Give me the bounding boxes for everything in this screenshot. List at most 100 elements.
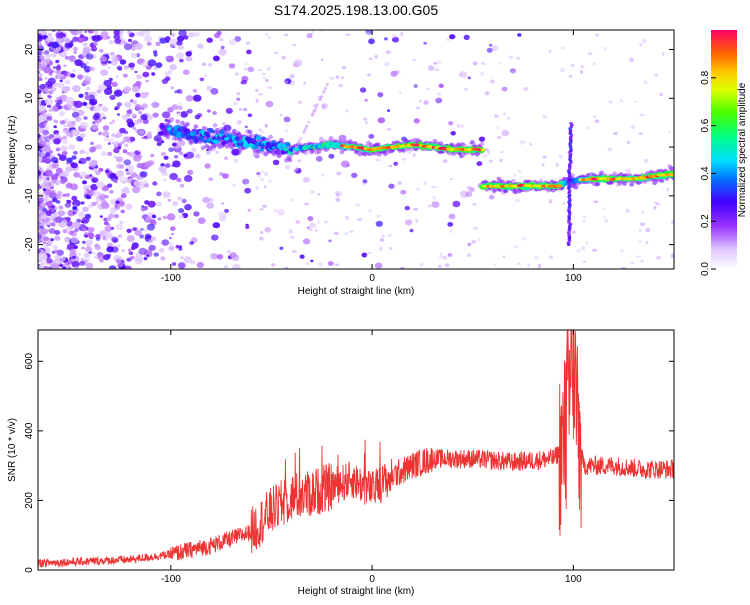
spectrogram-noise-blob	[416, 187, 421, 191]
spectrogram-noise-blob	[499, 158, 503, 163]
spectrogram-noise-blob	[109, 207, 117, 214]
spectrogram-noise-blob	[71, 111, 80, 118]
spectrogram-noise-blob	[135, 80, 142, 87]
spectrogram-noise-blob	[220, 45, 225, 50]
spectrogram-noise-blob	[603, 215, 606, 219]
spectrogram-noise-blob	[466, 185, 472, 191]
spectrogram-noise-blob	[80, 201, 85, 205]
spectrogram-noise-blob	[83, 116, 88, 120]
spectrogram-streak	[314, 105, 318, 109]
spectrogram-noise-blob	[383, 37, 388, 41]
spectrogram-noise-blob	[77, 252, 82, 256]
spectrogram-streak	[320, 95, 324, 98]
spectrogram-noise-blob	[279, 246, 284, 250]
spectrogram-noise-blob	[148, 244, 156, 251]
spectrogram-noise-blob	[80, 257, 84, 261]
spectrogram-noise-blob	[189, 241, 195, 245]
spectrogram-streak	[325, 83, 329, 86]
spectrogram-noise-blob	[140, 176, 144, 180]
spectrogram-noise-blob	[74, 228, 79, 233]
spectrogram-noise-blob	[86, 188, 90, 191]
spectrogram-noise-blob	[170, 232, 175, 236]
spectrogram-noise-blob	[165, 56, 170, 60]
spectrogram-noise-blob	[60, 146, 68, 152]
spectrogram-noise-blob	[188, 32, 195, 38]
spectrogram-noise-blob	[178, 208, 185, 214]
spectrogram-noise-blob	[534, 256, 539, 260]
spectrogram-noise-blob	[48, 95, 52, 99]
spectrogram-noise-blob	[629, 57, 634, 62]
spectrogram-ridge	[206, 133, 211, 138]
spectrogram-noise-blob	[54, 206, 59, 211]
spectrogram-noise-blob	[374, 262, 383, 269]
spectrogram-noise-blob	[336, 192, 340, 197]
spectrogram-ridge-halo	[175, 119, 181, 124]
spectrogram-ridge-halo	[513, 189, 519, 195]
spectrogram-noise-blob	[145, 216, 152, 222]
spectrogram-noise-blob	[102, 106, 109, 112]
spectrogram-noise-blob	[107, 60, 112, 64]
spectrogram-noise-blob	[215, 151, 219, 154]
spectrogram-noise-blob	[103, 79, 112, 87]
spectrogram-noise-blob	[206, 37, 213, 43]
spectrogram-noise-blob	[416, 106, 421, 110]
spectrogram-ridge	[219, 129, 225, 135]
spectrogram-noise-blob	[341, 65, 347, 70]
spectrogram-noise-blob	[232, 183, 236, 187]
spectrogram-noise-blob	[53, 125, 57, 129]
spectrogram-noise-blob	[84, 91, 89, 96]
spectrogram-ridge-halo	[303, 150, 309, 156]
spectrogram-noise-blob	[43, 66, 52, 74]
spectrogram-ridge-halo	[659, 178, 665, 183]
spectrogram-noise-blob	[126, 109, 133, 115]
spectrogram-noise-blob	[120, 140, 125, 145]
spectrogram-noise-blob	[638, 239, 642, 244]
spectrogram-noise-blob	[55, 59, 60, 64]
spectrogram-noise-blob	[157, 217, 162, 221]
spectrogram-noise-blob	[243, 107, 248, 112]
spectrogram-noise-blob	[126, 152, 131, 156]
spectrogram-noise-blob	[134, 229, 142, 236]
spectrogram-noise-blob	[274, 209, 278, 213]
spectrogram-noise-blob	[224, 265, 228, 269]
spectrogram-noise-blob	[84, 246, 93, 253]
spectrogram-ridge-halo	[165, 135, 171, 140]
spectrogram-noise-blob	[236, 92, 241, 96]
spectrogram-noise-blob	[472, 203, 477, 206]
spectrogram-noise-blob	[484, 148, 490, 152]
spectrogram-noise-blob	[222, 173, 229, 179]
spectrogram-noise-blob	[381, 234, 385, 238]
spectrogram-noise-blob	[66, 226, 72, 231]
spectrogram-noise-blob	[216, 253, 224, 260]
spectrogram-noise-blob	[467, 242, 472, 247]
spectrogram-noise-blob	[506, 116, 511, 120]
spectrogram-noise-blob	[82, 46, 91, 54]
spectrogram-noise-blob	[117, 244, 121, 248]
spectrogram-noise-blob	[113, 33, 121, 40]
snr-panel: -100 0 100 0 200 400 600 Height of straight l…	[7, 329, 675, 597]
spectrogram-noise-blob	[493, 263, 498, 266]
spectrogram-ridge-halo	[204, 144, 210, 149]
spectrogram-noise-blob	[328, 153, 335, 159]
spectrogram-noise-blob	[643, 158, 649, 163]
spectrogram-noise-blob	[43, 265, 48, 269]
spectrogram-noise-blob	[169, 38, 179, 46]
snr-y-ticks: 0 200 400 600	[24, 353, 674, 573]
spectrogram-noise-blob	[95, 237, 101, 241]
spectrogram-noise-blob	[367, 73, 371, 77]
spectrogram-noise-blob	[621, 266, 626, 269]
spectrogram-ridge-core	[480, 148, 485, 152]
spectrogram-noise-blob	[129, 99, 134, 103]
spectrogram-noise-blob	[435, 97, 443, 104]
spectrogram-noise-blob	[307, 216, 314, 222]
spectrogram-noise-blob	[111, 236, 119, 243]
spectrogram-noise-blob	[138, 129, 145, 135]
spectrogram-ridge-halo	[319, 136, 324, 142]
spectrogram-noise-blob	[412, 153, 416, 157]
spectrogram-noise-blob	[57, 30, 61, 34]
spectrogram-noise-blob	[131, 47, 136, 51]
spectrogram-noise-blob	[59, 74, 64, 78]
spectrogram-noise-blob	[388, 247, 393, 250]
spectrogram-noise-blob	[564, 208, 568, 212]
spectrogram-streak	[312, 109, 316, 113]
